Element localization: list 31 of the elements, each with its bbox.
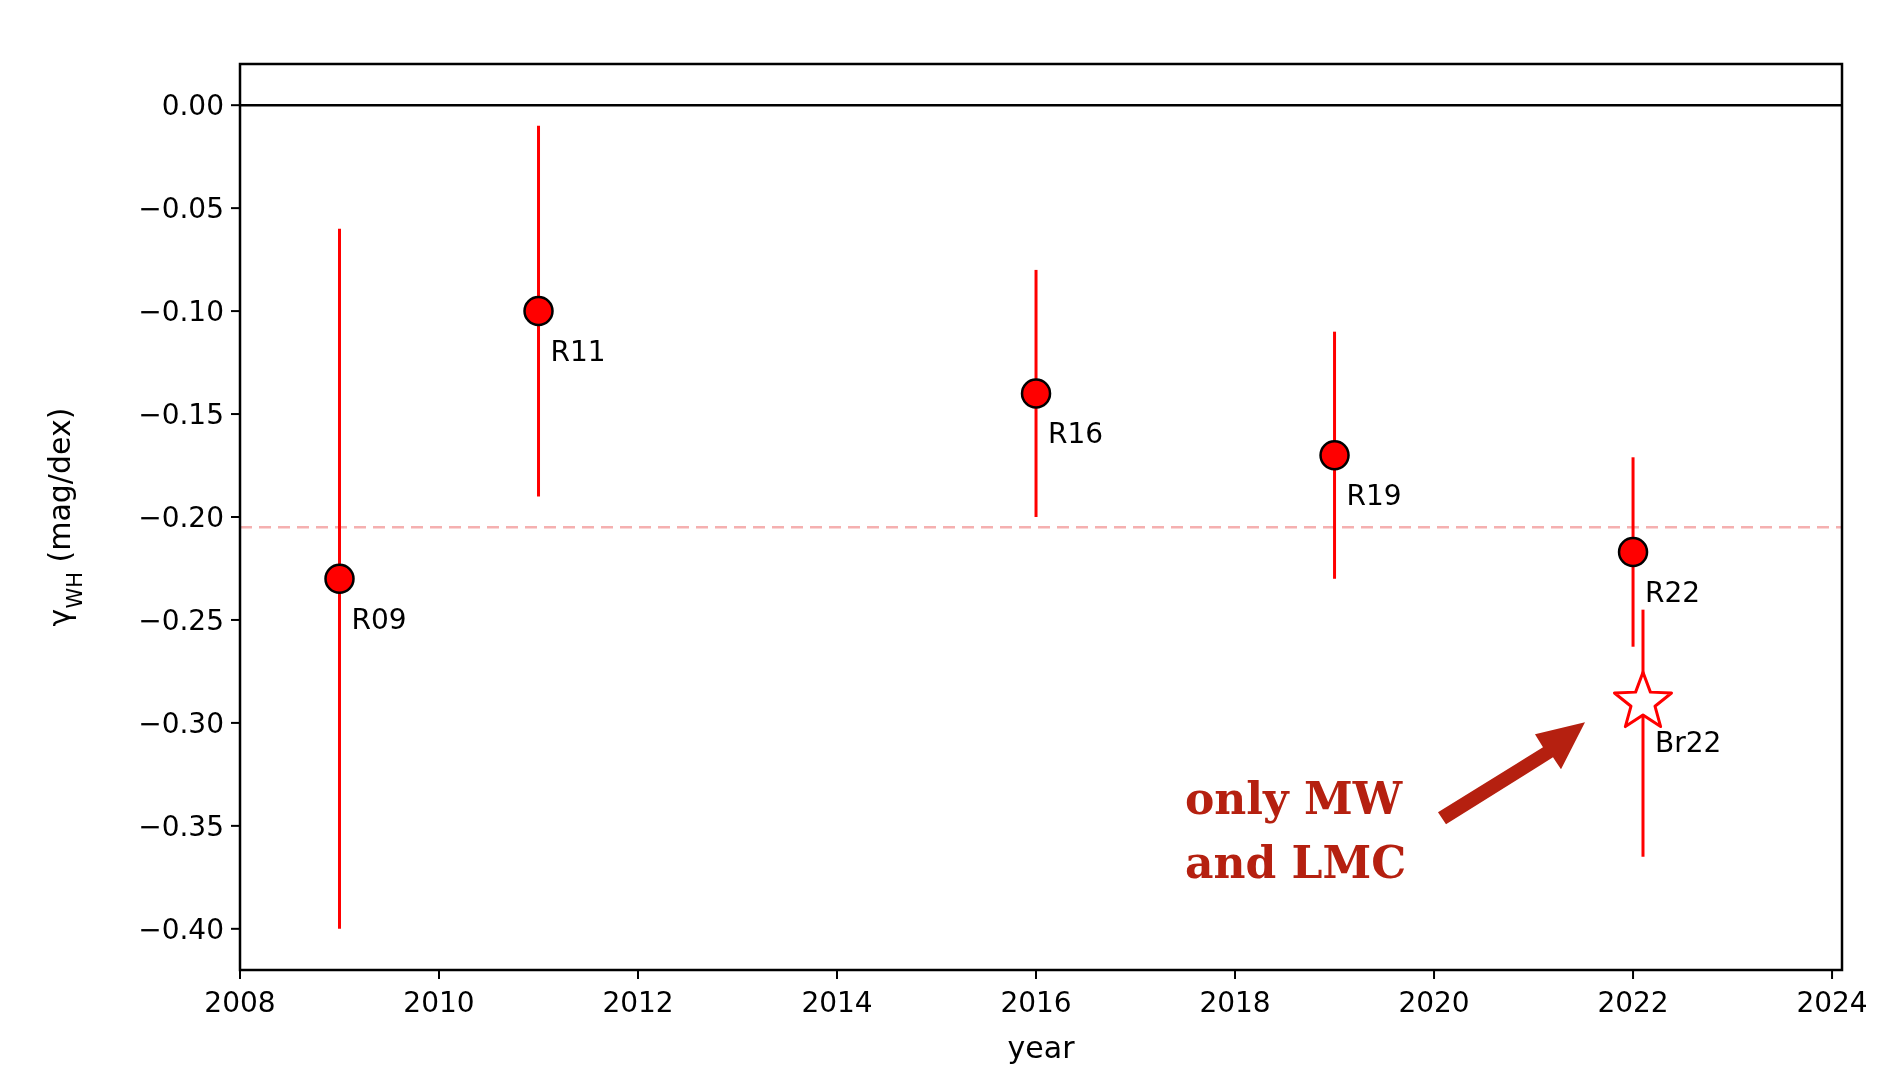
x-tick-label: 2008 [204, 986, 276, 1019]
x-tick-label: 2018 [1199, 986, 1271, 1019]
point [324, 563, 355, 595]
y-tick-label: −0.20 [138, 501, 224, 534]
y-tick-label: 0.00 [161, 89, 224, 123]
point [1617, 536, 1649, 568]
point [523, 295, 554, 327]
x-tick-label: 2024 [1796, 986, 1868, 1019]
y-tick-label: −0.30 [138, 706, 224, 740]
x-axis-title: year [1007, 1030, 1076, 1065]
y-tick-label: −0.25 [138, 603, 224, 637]
annotation: R11 [550, 335, 606, 369]
y-tick-label: −0.35 [138, 809, 224, 843]
y-tick-label: −0.15 [138, 398, 224, 432]
x-tick-label: 2010 [403, 986, 475, 1019]
x-tick-label: 2022 [1597, 986, 1669, 1019]
annotation: R19 [1346, 479, 1402, 513]
x-tick-label: 2016 [1000, 986, 1072, 1019]
point [1319, 439, 1350, 471]
annotation: R16 [1048, 417, 1104, 451]
y-tick-label: −0.05 [138, 192, 224, 226]
y-tick-label: −0.40 [138, 912, 224, 946]
annotation: only MW and LMC [1184, 773, 1407, 889]
annotation: R22 [1645, 576, 1701, 609]
x-tick-label: 2012 [602, 986, 674, 1019]
point [1020, 378, 1052, 409]
y-tick-label: −0.10 [138, 295, 224, 329]
x-tick-label: 2014 [801, 986, 873, 1019]
x-tick-label: 2020 [1398, 986, 1470, 1019]
annotation: R09 [351, 602, 407, 636]
annotation: Br22 [1654, 726, 1722, 760]
